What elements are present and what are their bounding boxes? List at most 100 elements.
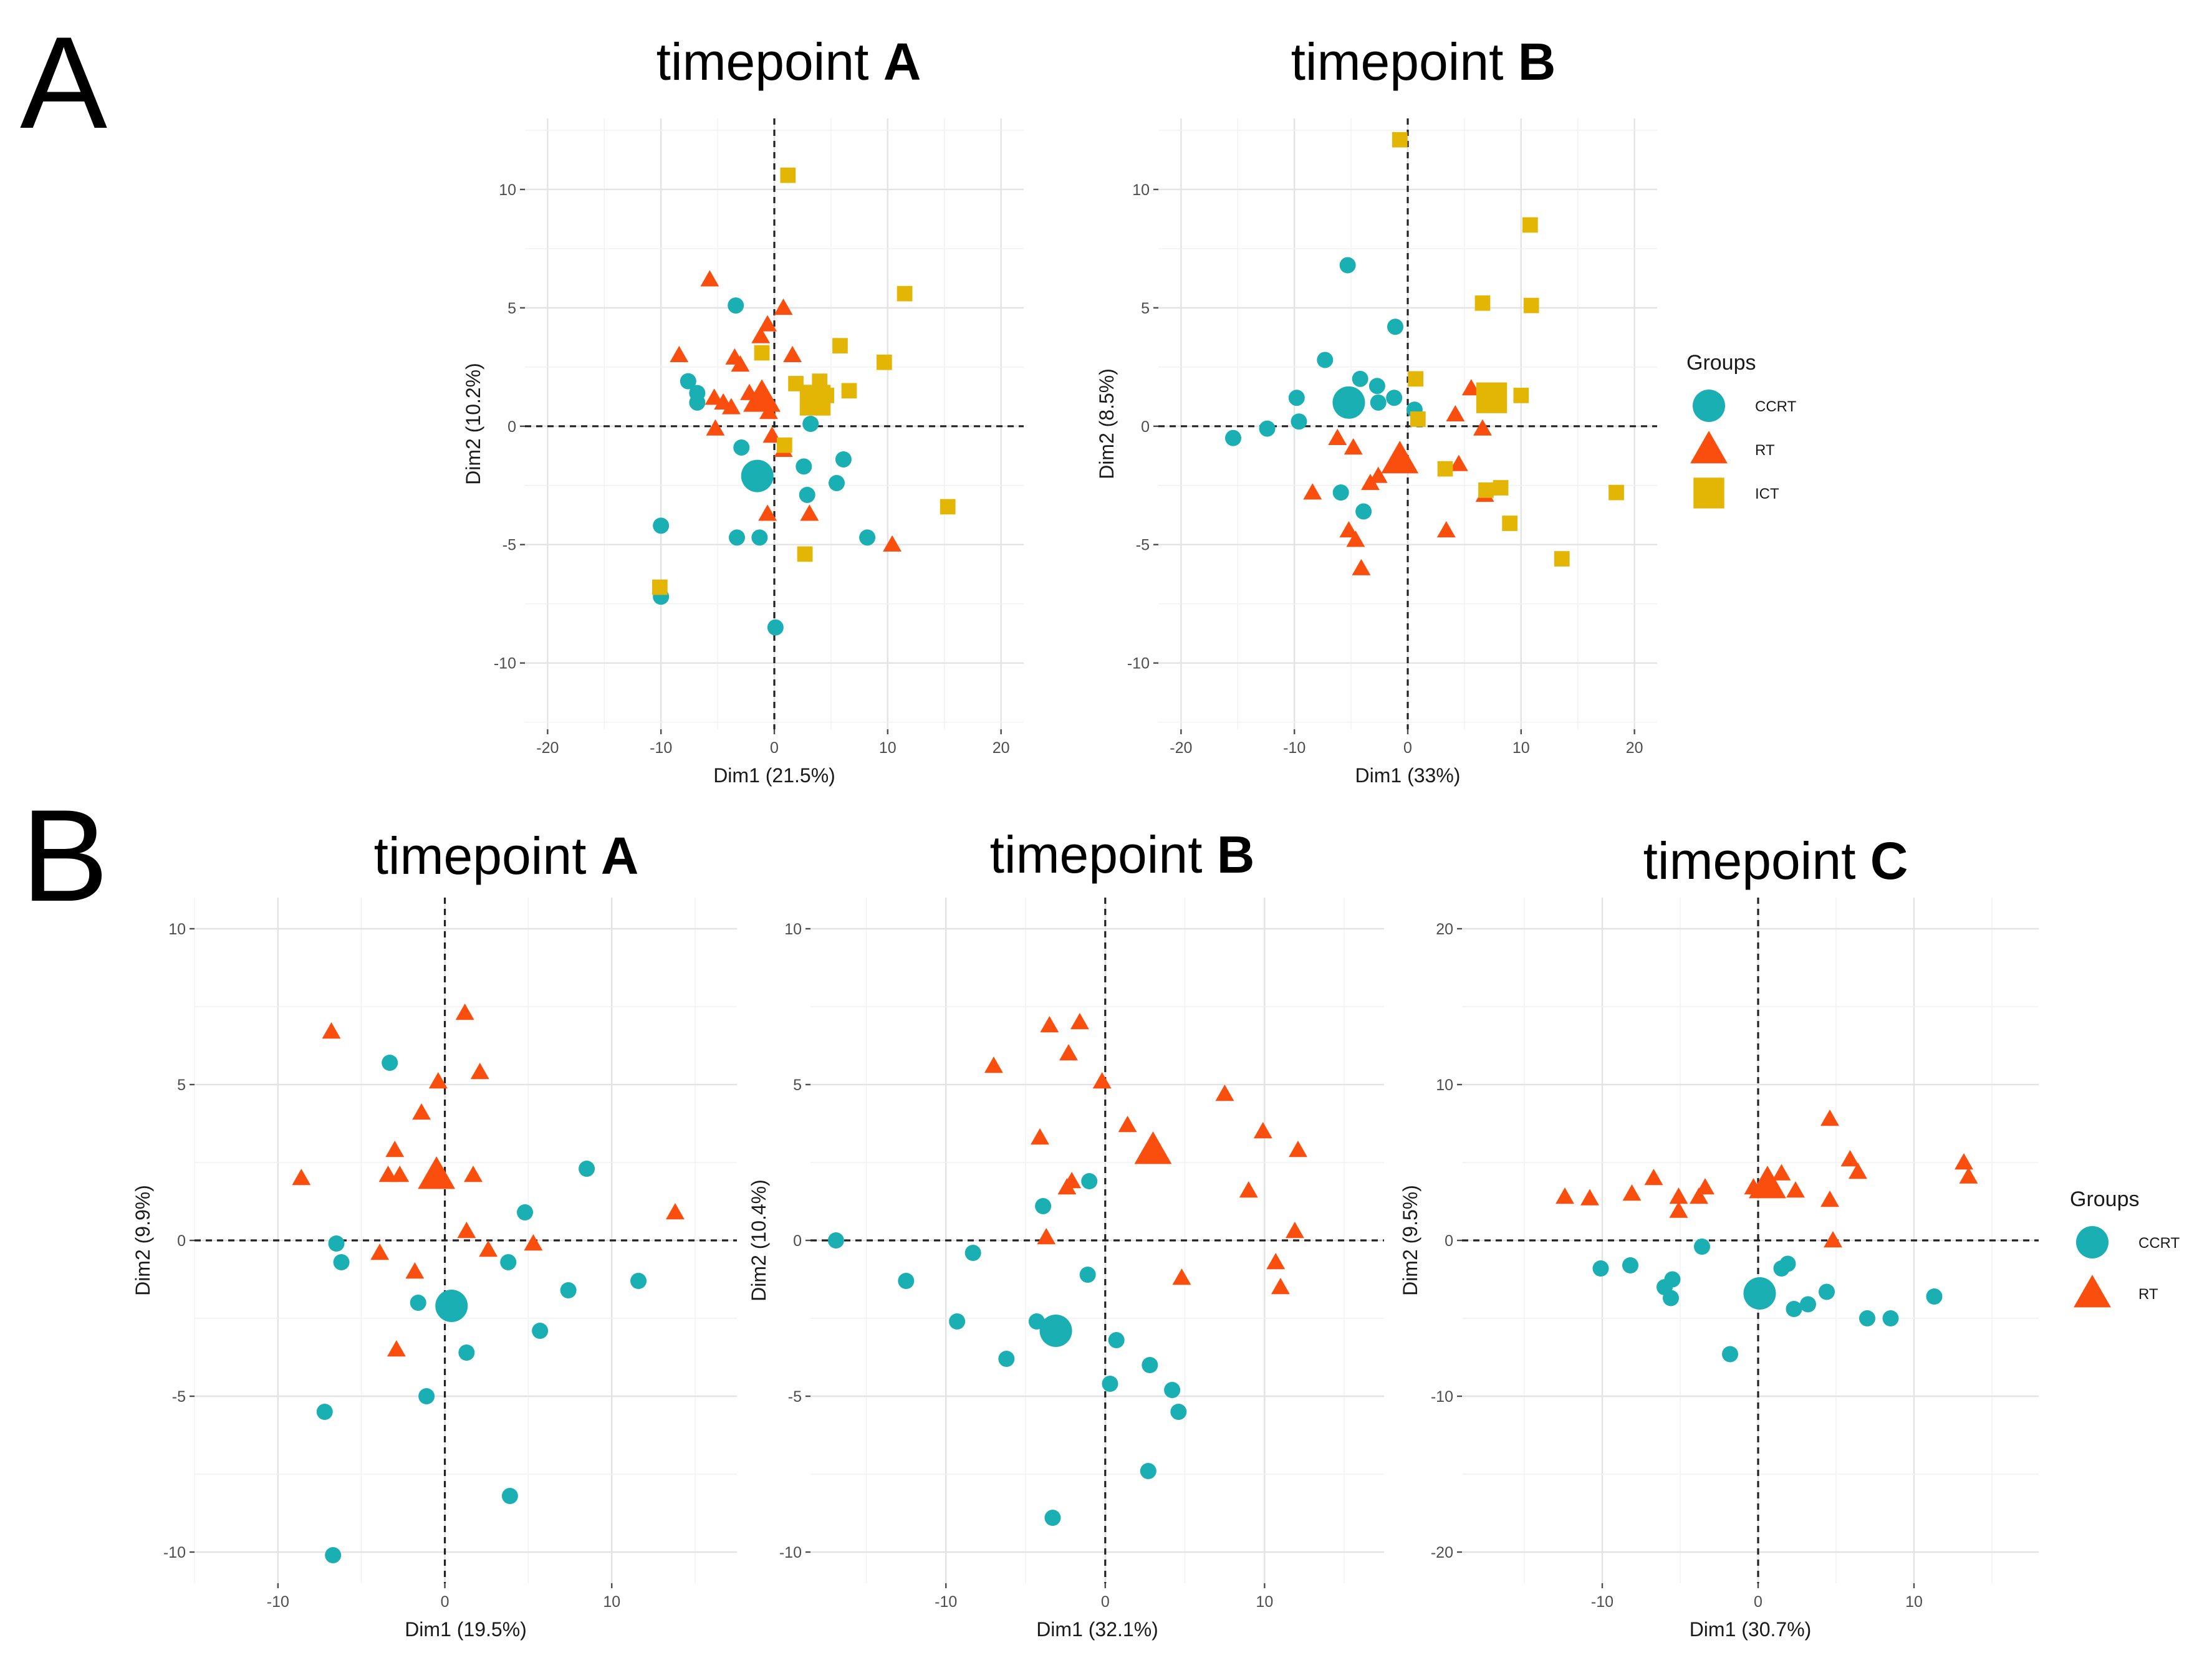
- x-tick-label: 0: [1403, 739, 1412, 757]
- point-rt: [1289, 1141, 1307, 1158]
- x-tick-label: 10: [1256, 1593, 1273, 1611]
- y-tick-label: -10: [1431, 1388, 1453, 1406]
- point-ict: [1478, 482, 1494, 498]
- centroid-ccrt: [435, 1290, 468, 1322]
- point-ict: [897, 285, 913, 302]
- point-rt: [1820, 1191, 1839, 1207]
- y-axis-label: Dim2 (9.9%): [132, 1185, 154, 1296]
- point-ccrt: [560, 1282, 577, 1298]
- point-rt: [387, 1340, 406, 1357]
- point-ccrt: [1225, 429, 1241, 446]
- point-rt: [1955, 1153, 1973, 1170]
- chart-title: timepoint B: [1291, 32, 1556, 91]
- y-axis-label: Dim2 (10.2%): [462, 363, 484, 485]
- y-tick-label: 0: [793, 1232, 802, 1250]
- point-rt: [758, 315, 777, 332]
- y-tick-label: 0: [1445, 1232, 1453, 1250]
- x-tick-label: 10: [879, 739, 897, 757]
- y-tick-label: -20: [1431, 1544, 1453, 1561]
- point-ccrt: [653, 517, 670, 534]
- point-ict: [1523, 297, 1539, 314]
- point-rt: [1449, 454, 1468, 471]
- point-ccrt: [1786, 1301, 1802, 1317]
- point-ict: [797, 546, 813, 562]
- point-rt: [1772, 1164, 1791, 1181]
- point-ccrt: [1081, 1173, 1098, 1189]
- point-rt: [1339, 520, 1358, 538]
- point-ict: [1554, 551, 1570, 567]
- point-ccrt: [1140, 1463, 1156, 1479]
- point-ccrt: [1291, 413, 1307, 430]
- grid: [1462, 898, 2039, 1583]
- point-rt: [428, 1072, 448, 1089]
- point-rt: [762, 426, 782, 443]
- x-tick-label: 20: [1626, 739, 1643, 757]
- centroid-ccrt: [741, 459, 774, 492]
- point-ccrt: [1044, 1510, 1061, 1526]
- point-ccrt: [1779, 1255, 1796, 1272]
- point-ccrt: [1368, 378, 1385, 395]
- point-ccrt: [1664, 1271, 1681, 1288]
- y-tick-label: 0: [1141, 418, 1150, 436]
- y-tick-label: 0: [177, 1232, 186, 1250]
- legend-key-ict: [1693, 477, 1724, 509]
- point-ict: [877, 354, 892, 370]
- point-rt: [1239, 1181, 1258, 1198]
- point-ict: [1392, 132, 1408, 148]
- point-ict: [1408, 371, 1424, 387]
- x-tick-label: -10: [1591, 1593, 1613, 1611]
- legend-label: CCRT: [2138, 1235, 2180, 1252]
- y-axis-label: Dim2 (9.5%): [1399, 1185, 1421, 1296]
- point-ccrt: [458, 1344, 475, 1361]
- point-ccrt: [1035, 1198, 1052, 1214]
- centroid-ict: [1476, 382, 1508, 413]
- chart-1: timepoint B -20 -10 0 10 20 -10 -5 0 5 10 Dim1 (33%…: [1095, 32, 1657, 787]
- y-axis-label: Dim2 (10.4%): [748, 1179, 770, 1301]
- point-rt: [1644, 1169, 1663, 1186]
- point-ict: [754, 345, 770, 361]
- point-ccrt: [796, 458, 812, 475]
- chart-title: timepoint C: [1643, 832, 1908, 890]
- point-rt: [1436, 520, 1456, 538]
- y-tick-label: 10: [784, 921, 802, 938]
- point-rt: [1271, 1278, 1290, 1295]
- y-tick-label: -5: [503, 537, 516, 554]
- point-ccrt: [1694, 1239, 1710, 1255]
- y-tick-label: 10: [1132, 181, 1150, 199]
- point-ccrt: [532, 1323, 549, 1339]
- point-rt: [751, 327, 771, 343]
- point-ccrt: [1819, 1283, 1835, 1300]
- y-tick-label: 5: [177, 1076, 186, 1094]
- centroid-rt: [1381, 441, 1419, 474]
- centroid-ccrt: [1039, 1315, 1072, 1347]
- legend-label: CCRT: [1755, 398, 1797, 415]
- point-ccrt: [827, 1232, 844, 1249]
- centroid-ict: [799, 385, 831, 416]
- point-rt: [731, 355, 750, 372]
- legend-title: Groups: [1686, 351, 1756, 375]
- point-ccrt: [1079, 1267, 1096, 1283]
- x-axis-label: Dim1 (33%): [1355, 764, 1461, 787]
- x-tick-label: -10: [1283, 739, 1306, 757]
- point-ccrt: [898, 1273, 915, 1289]
- point-ccrt: [829, 474, 845, 491]
- point-rt: [524, 1234, 543, 1251]
- point-rt: [455, 1004, 474, 1020]
- point-ccrt: [949, 1313, 966, 1330]
- centroid-ccrt: [1743, 1277, 1776, 1310]
- point-rt: [721, 398, 741, 415]
- point-ccrt: [1663, 1290, 1679, 1306]
- y-tick-label: -10: [163, 1544, 186, 1561]
- x-axis-label: Dim1 (30.7%): [1690, 1618, 1812, 1641]
- point-ict: [1513, 388, 1529, 403]
- point-ccrt: [1102, 1376, 1118, 1392]
- point-ccrt: [382, 1055, 398, 1071]
- point-rt: [464, 1166, 483, 1182]
- point-ccrt: [501, 1488, 518, 1504]
- point-ccrt: [728, 297, 744, 314]
- point-ccrt: [1386, 390, 1403, 406]
- y-tick-label: 5: [793, 1076, 802, 1094]
- point-rt: [1669, 1201, 1688, 1218]
- y-axis-label: Dim2 (8.5%): [1095, 368, 1118, 479]
- point-rt: [1820, 1110, 1839, 1126]
